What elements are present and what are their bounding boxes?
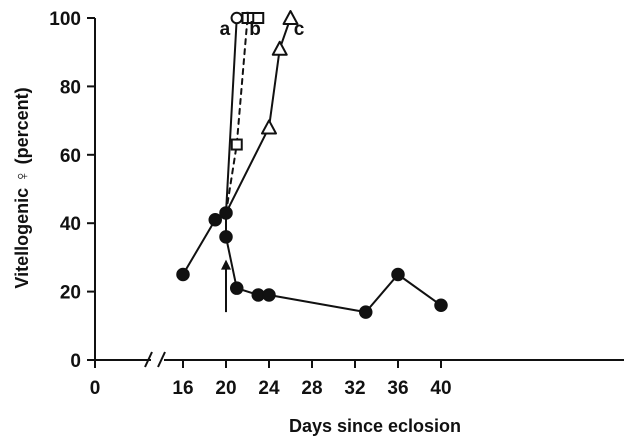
x-tick-label: 32: [344, 378, 365, 399]
series-label-c: c: [294, 19, 305, 40]
x-tick-label: 20: [215, 378, 236, 399]
series-c-point: [271, 40, 288, 56]
series-a-line: [225, 17, 249, 214]
series-b-point: [252, 12, 265, 24]
series-c-point: [261, 119, 277, 135]
y-tick-label: 60: [60, 146, 81, 167]
x-tick-label: 28: [301, 378, 322, 399]
x-tick-label: 40: [430, 378, 451, 399]
series-main-point: [219, 230, 233, 244]
x-tick-label: 0: [90, 378, 101, 399]
x-tick-label: 36: [387, 378, 408, 399]
series-main-point: [219, 206, 233, 220]
series-label-a: a: [220, 19, 231, 40]
x-axis-break-mark-right: [157, 351, 166, 368]
series-main-point: [230, 281, 244, 295]
series-main-point: [359, 305, 373, 319]
y-tick-label: 80: [60, 77, 81, 98]
y-tick-label: 20: [60, 283, 81, 304]
series-main-point: [262, 288, 276, 302]
series-c-line: [225, 17, 292, 214]
x-axis-break-mark-left: [144, 351, 153, 368]
series-main-point: [391, 267, 405, 282]
x-axis-label: Days since eclosion: [289, 416, 461, 436]
series-b-point: [230, 138, 243, 151]
y-tick-label: 100: [49, 9, 81, 30]
x-tick-label: 16: [172, 378, 193, 399]
series-label-b: b: [249, 19, 261, 40]
series-a-point: [230, 11, 243, 25]
series-main-point: [208, 213, 222, 227]
series-main-point: [434, 298, 448, 313]
y-tick-label: 40: [60, 214, 81, 235]
x-tick-label: 24: [258, 378, 280, 399]
y-tick-label: 0: [70, 351, 81, 372]
series-main-line: [182, 211, 442, 314]
series-main-point: [176, 267, 190, 282]
annotation-arrow-head: [221, 259, 231, 270]
y-axis-label: Vitellogenic ♀ (percent): [12, 87, 32, 288]
series-c-point: [282, 10, 299, 25]
